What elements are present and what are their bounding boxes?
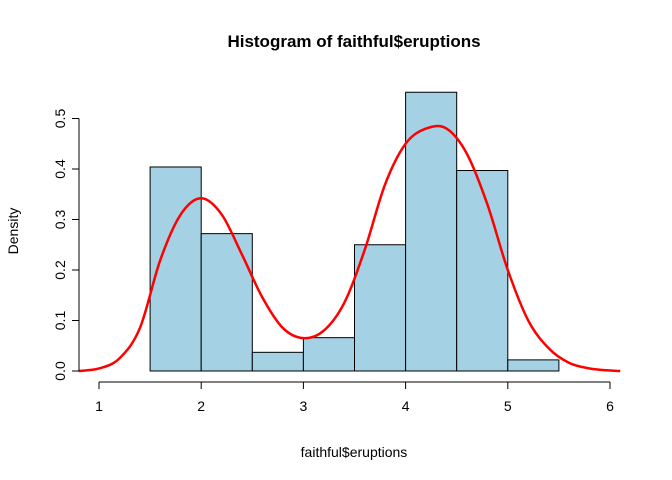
- y-tick-label: 0.2: [52, 260, 68, 280]
- x-axis-label: faithful$eruptions: [301, 444, 408, 460]
- histogram-bar-6: [405, 91, 458, 372]
- y-tick-label: 0.5: [52, 109, 68, 129]
- y-tick-label: 0.3: [52, 210, 68, 230]
- histogram-bar-5: [354, 244, 407, 372]
- chart-title: Histogram of faithful$eruptions: [227, 32, 480, 51]
- x-tick-label: 5: [504, 398, 512, 414]
- y-tick-label: 0.4: [52, 159, 68, 179]
- y-axis-label: Density: [5, 208, 21, 255]
- histogram-bar-2: [200, 233, 253, 372]
- histogram-bar-8: [507, 359, 560, 372]
- histogram-bar-4: [302, 337, 355, 372]
- y-axis: 0.0 0.1 0.2 0.3 0.4 0.5: [52, 109, 80, 381]
- x-tick-label: 3: [300, 398, 308, 414]
- y-tick-label: 0.0: [52, 361, 68, 381]
- histogram-bar-7: [456, 170, 509, 372]
- density-curve: [78, 124, 621, 373]
- bars-group: [149, 91, 560, 372]
- y-tick-label: 0.1: [52, 311, 68, 331]
- x-tick-label: 2: [197, 398, 205, 414]
- x-axis: 1 2 3 4 5 6: [95, 381, 614, 414]
- histogram-bar-3: [251, 351, 304, 372]
- x-tick-label: 1: [95, 398, 103, 414]
- x-tick-label: 6: [606, 398, 614, 414]
- x-tick-label: 4: [402, 398, 410, 414]
